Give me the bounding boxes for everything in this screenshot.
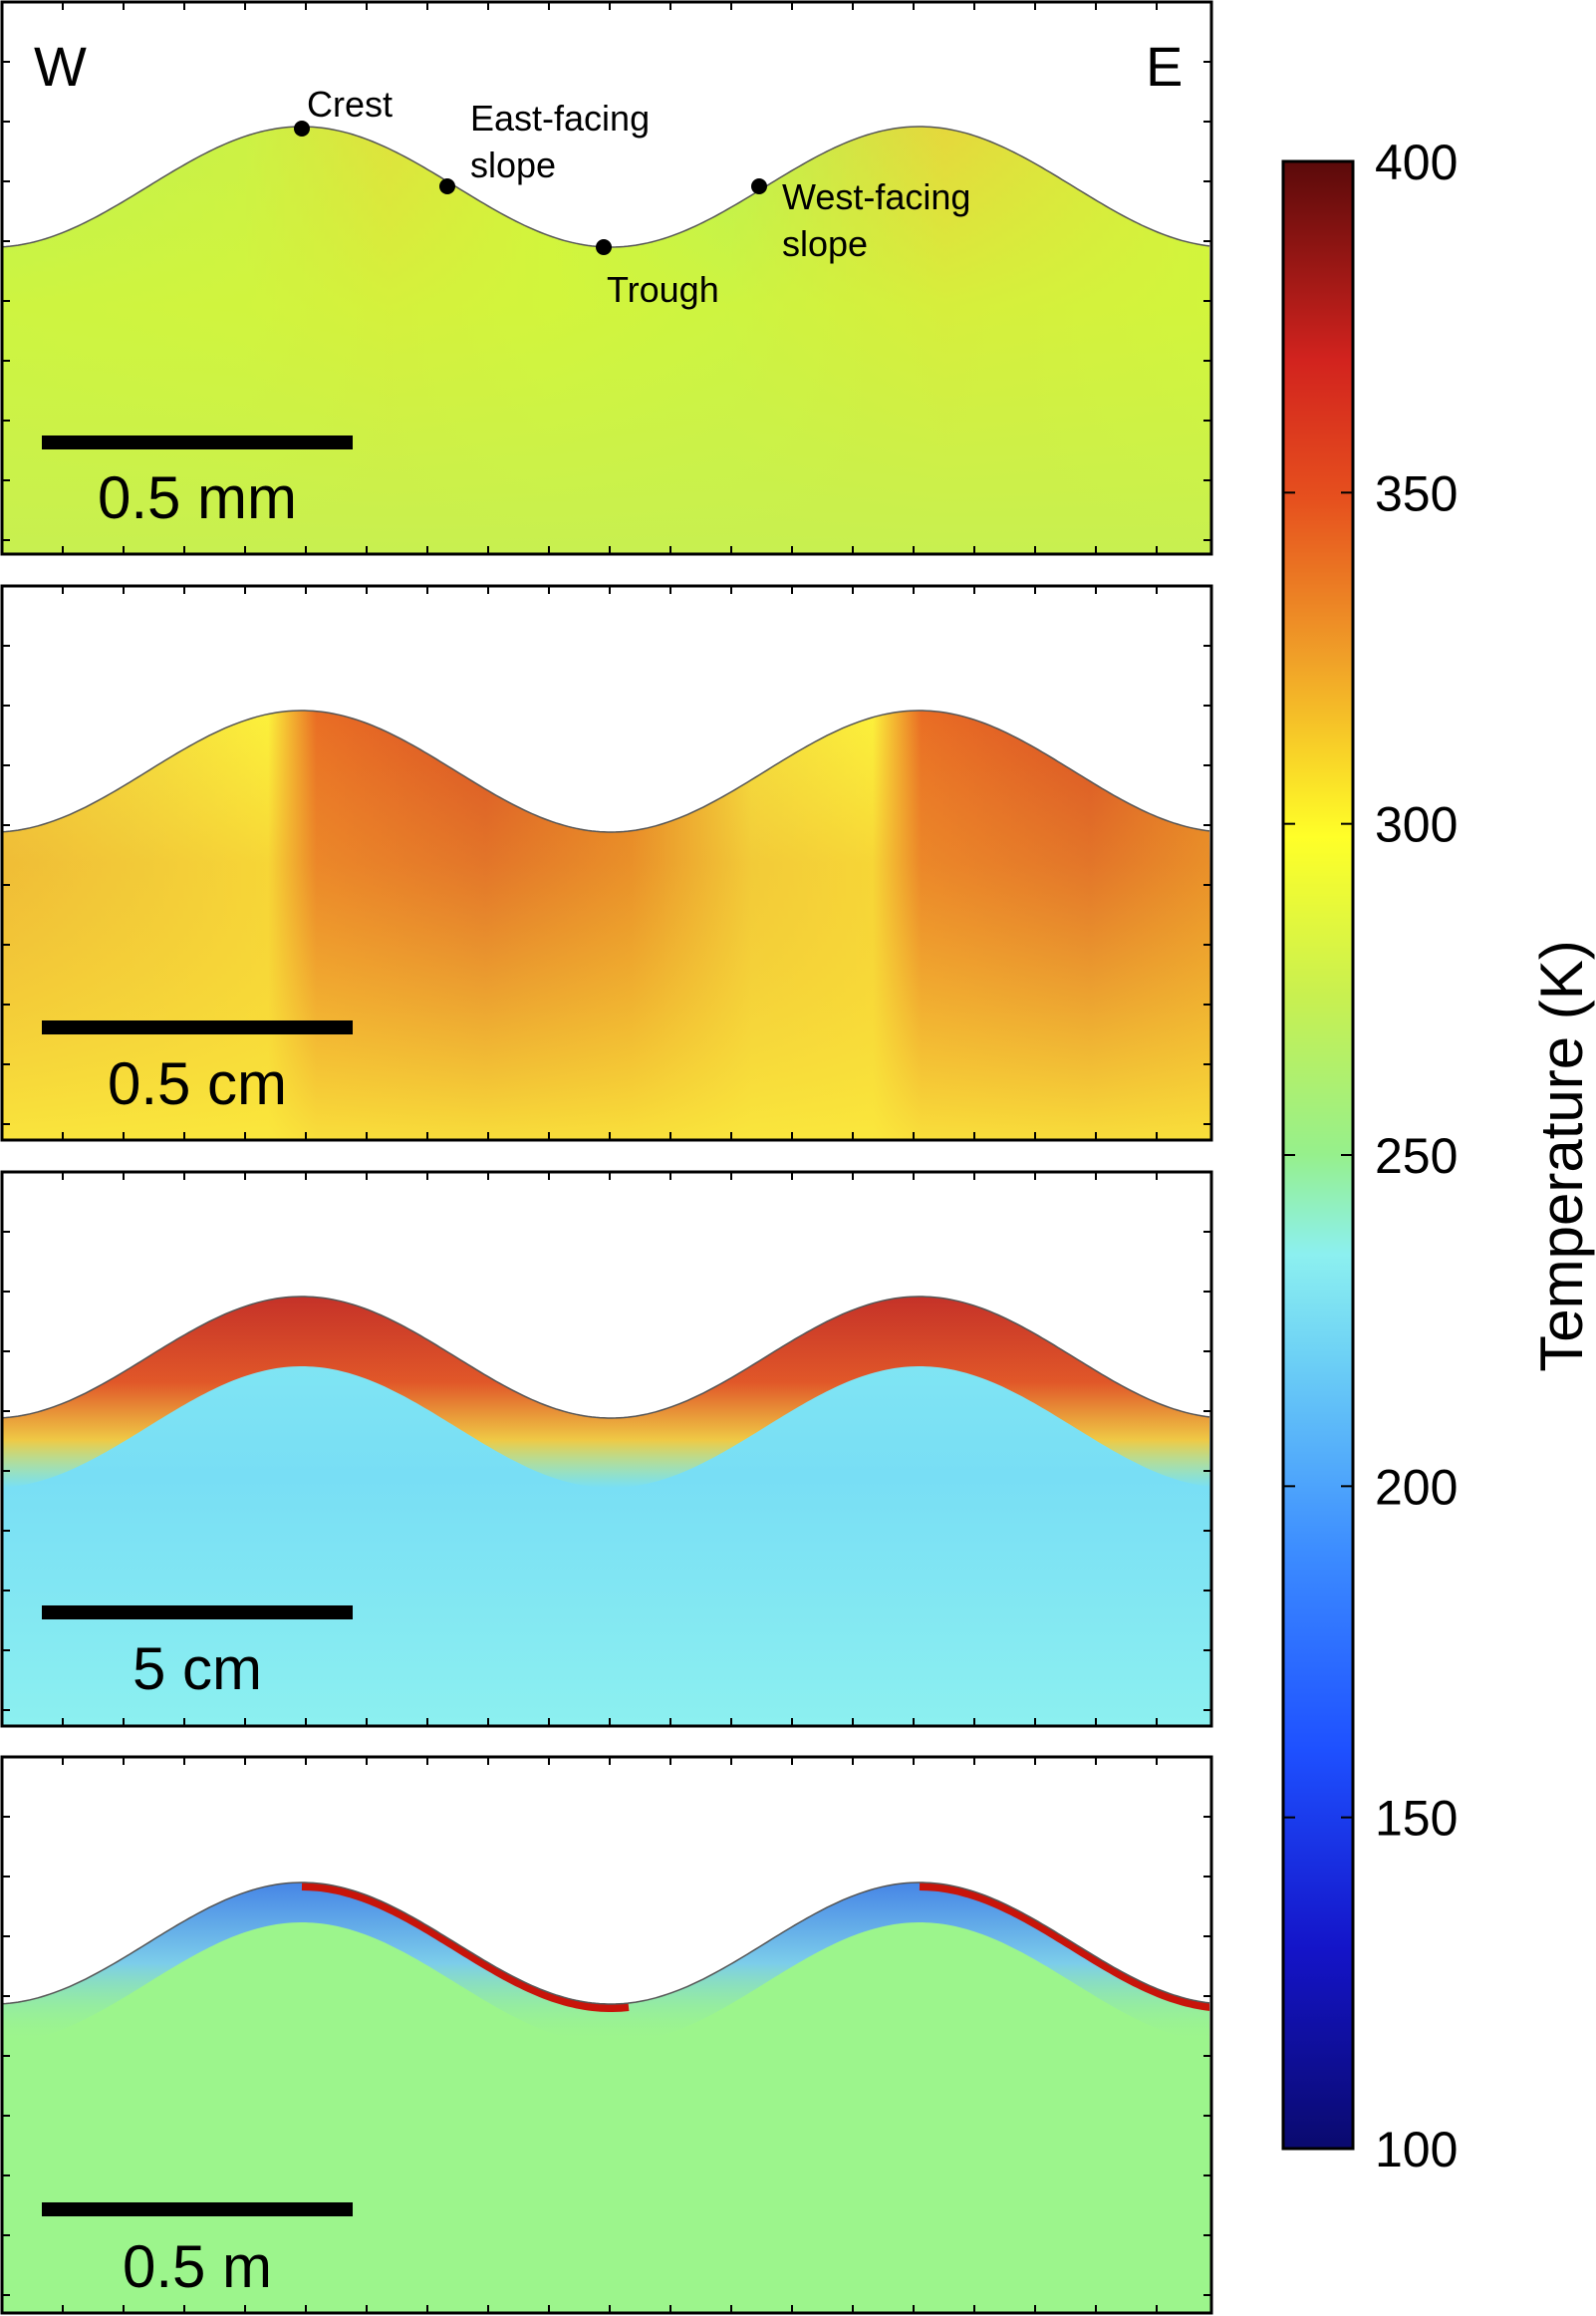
panel-3-frame <box>0 1170 1213 1728</box>
colorbar-tick-label: 250 <box>1375 1128 1458 1184</box>
east-facing-slope-label-line1: East-facing <box>470 98 650 139</box>
panel-4-ticks <box>2 1757 1211 2313</box>
panel-1-ticks <box>2 2 1211 554</box>
colorbar-ticks: 400 350 300 250 200 150 100 <box>1283 135 1458 2177</box>
colorbar-tick-label: 150 <box>1375 1791 1458 1847</box>
panel-4-scale-label: 0.5 m <box>123 2233 272 2300</box>
west-facing-slope-label-line1: West-facing <box>782 176 970 217</box>
panel-1-frame <box>0 0 1213 556</box>
panel-3-scale-bar <box>42 1605 353 1619</box>
panel-3-scale-label: 5 cm <box>133 1635 262 1702</box>
panel-3-ticks <box>2 1172 1211 1726</box>
panel-2-frame <box>0 584 1213 1142</box>
panel-1-scale-label: 0.5 mm <box>98 464 297 531</box>
panel-2-scale-label: 0.5 cm <box>108 1050 287 1117</box>
trough-point <box>596 239 612 255</box>
west-facing-slope-label-line2: slope <box>782 223 868 264</box>
panel-4-scale-bar <box>42 2202 353 2216</box>
colorbar-tick-label: 100 <box>1375 2122 1458 2177</box>
panel-2: 0.5 cm <box>0 584 1213 1142</box>
panel-2-surface-line <box>1 710 1210 833</box>
east-facing-slope-point <box>439 178 455 194</box>
west-facing-slope-point <box>751 178 767 194</box>
panel-4-temperature-field <box>2 1882 1211 2313</box>
panel-4-surface-line <box>1 1882 1210 2005</box>
panel-1: W E Crest East-facing slope Trough West-… <box>0 0 1213 556</box>
panel-1-scale-bar <box>42 435 353 449</box>
east-label: E <box>1146 35 1183 98</box>
panel-4-frame <box>0 1755 1213 2315</box>
colorbar: 400 350 300 250 200 150 100 Temperature (K) <box>1281 135 1595 2177</box>
east-facing-slope-label-line2: slope <box>470 145 556 185</box>
colorbar-tick-label: 350 <box>1375 465 1458 521</box>
colorbar-title: Temperature (K) <box>1528 940 1595 1371</box>
panel-3-surface-line <box>1 1296 1210 1419</box>
panel-4: 0.5 m <box>0 1755 1213 2315</box>
panel-2-scale-bar <box>42 1020 353 1034</box>
panel-3: 5 cm <box>0 1170 1213 1728</box>
colorbar-tick-label: 200 <box>1375 1459 1458 1515</box>
colorbar-tick-label: 400 <box>1375 135 1458 190</box>
trough-label: Trough <box>607 269 719 310</box>
west-label: W <box>34 35 87 98</box>
colorbar-tick-label: 300 <box>1375 797 1458 853</box>
crest-point <box>294 121 310 137</box>
panel-2-ticks <box>2 586 1211 1140</box>
crest-label: Crest <box>307 84 393 125</box>
